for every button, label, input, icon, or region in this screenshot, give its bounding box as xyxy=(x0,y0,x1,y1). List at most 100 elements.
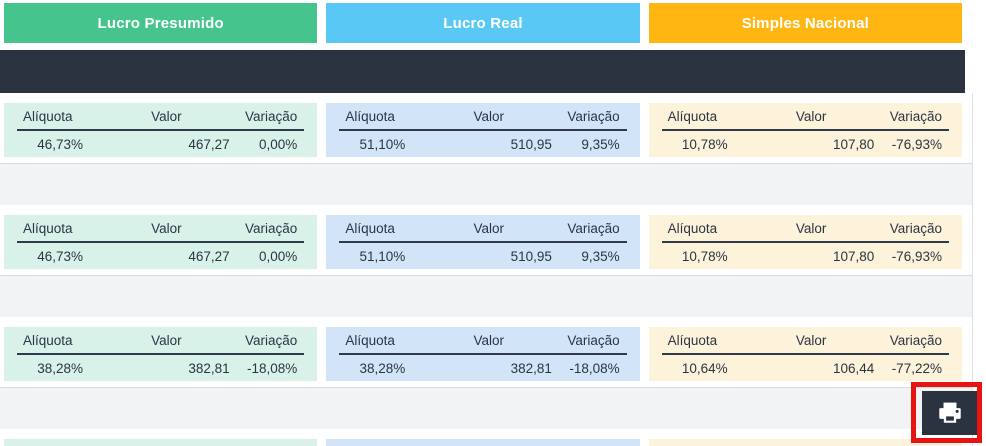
cell-aliquota: 51,10% xyxy=(359,137,406,152)
regime-tab-simples-nacional[interactable]: Simples Nacional xyxy=(648,3,962,43)
mini-table-lucro-real: Alíquota Valor Variação 51,10% 510,95 9,… xyxy=(326,215,640,269)
cell-variacao: -76,93% xyxy=(891,249,942,264)
column-header-valor: Valor xyxy=(795,109,827,124)
cell-variacao: 0,00% xyxy=(259,137,298,152)
cell-variacao: -77,22% xyxy=(891,361,942,376)
column-header-aliquota: Alíquota xyxy=(23,221,73,236)
cell-aliquota: 10,78% xyxy=(681,137,728,152)
mini-table-values: 51,10% 510,95 9,35% xyxy=(339,131,626,152)
mini-table-lucro-presumido: Alíquota Valor Variação 38,28% 382,81 -1… xyxy=(4,327,318,381)
mini-table-values: 10,78% 107,80 -76,93% xyxy=(662,131,949,152)
mini-table-header: Alíquota Valor Variação xyxy=(339,221,627,243)
table-row: Alíquota Valor Variação 46,73% 467,27 0,… xyxy=(4,93,962,163)
mini-table-lucro-presumido: Alíquota Valor Variação 46,73% 467,27 0,… xyxy=(4,103,318,157)
regime-tab-lucro-presumido[interactable]: Lucro Presumido xyxy=(4,3,318,43)
mini-table-header: Alíquota Valor Variação xyxy=(339,109,627,131)
dark-header-bar xyxy=(0,50,965,93)
mini-table-simples-nacional: Alíquota Valor Variação 10,78% 107,80 -7… xyxy=(648,215,962,269)
mini-table-simples-nacional: Alíquota Valor Variação 10,64% 106,44 -7… xyxy=(648,327,962,381)
mini-table-lucro-real xyxy=(326,439,640,446)
mini-table-lucro-real: Alíquota Valor Variação 51,10% 510,95 9,… xyxy=(326,103,640,157)
mini-table-simples-nacional: Alíquota Valor Variação 10,78% 107,80 -7… xyxy=(648,103,962,157)
column-header-variacao: Variação xyxy=(567,109,620,124)
mini-table-values: 10,78% 107,80 -76,93% xyxy=(662,243,949,264)
separator-row xyxy=(0,387,972,429)
printer-icon xyxy=(936,400,964,426)
mini-table-lucro-presumido: Alíquota Valor Variação 46,73% 467,27 0,… xyxy=(4,215,318,269)
cell-valor: 382,81 xyxy=(510,361,552,376)
column-header-aliquota: Alíquota xyxy=(23,109,73,124)
column-header-variacao: Variação xyxy=(245,221,298,236)
cell-aliquota: 38,28% xyxy=(37,361,83,376)
column-header-valor: Valor xyxy=(151,109,182,124)
table-row: Alíquota Valor Variação 38,28% 382,81 -1… xyxy=(4,317,962,387)
mini-table-header: Alíquota Valor Variação xyxy=(17,333,305,355)
mini-table-simples-nacional xyxy=(648,439,962,446)
separator-row xyxy=(0,275,972,317)
column-header-aliquota: Alíquota xyxy=(667,333,718,348)
column-header-aliquota: Alíquota xyxy=(345,333,395,348)
cell-variacao: 0,00% xyxy=(259,249,298,264)
table-row: Alíquota Valor Variação 46,73% 467,27 0,… xyxy=(4,205,962,275)
cell-valor: 510,95 xyxy=(510,249,552,264)
column-header-aliquota: Alíquota xyxy=(667,109,718,124)
cell-valor: 467,27 xyxy=(188,249,230,264)
comparison-table: Alíquota Valor Variação 46,73% 467,27 0,… xyxy=(0,93,973,446)
cell-aliquota: 10,78% xyxy=(681,249,728,264)
column-header-aliquota: Alíquota xyxy=(345,221,395,236)
cell-variacao: -18,08% xyxy=(247,361,298,376)
regime-tab-lucro-real[interactable]: Lucro Real xyxy=(326,3,640,43)
column-header-variacao: Variação xyxy=(567,221,620,236)
cell-aliquota: 38,28% xyxy=(359,361,406,376)
mini-table-header: Alíquota Valor Variação xyxy=(17,221,305,243)
column-header-variacao: Variação xyxy=(245,333,298,348)
column-header-valor: Valor xyxy=(473,221,504,236)
column-header-variacao: Variação xyxy=(889,221,942,236)
mini-table-values: 46,73% 467,27 0,00% xyxy=(17,131,304,152)
cell-variacao: 9,35% xyxy=(581,137,620,152)
column-header-variacao: Variação xyxy=(567,333,620,348)
mini-table-header: Alíquota Valor Variação xyxy=(661,221,949,243)
cell-variacao: -18,08% xyxy=(569,361,620,376)
mini-table-header: Alíquota Valor Variação xyxy=(339,333,627,355)
print-button[interactable] xyxy=(922,391,977,435)
table-row xyxy=(4,429,962,446)
mini-table-header: Alíquota Valor Variação xyxy=(17,109,305,131)
mini-table-values: 38,28% 382,81 -18,08% xyxy=(339,355,626,376)
cell-valor: 510,95 xyxy=(510,137,552,152)
cell-valor: 107,80 xyxy=(832,249,875,264)
mini-table-values: 46,73% 467,27 0,00% xyxy=(17,243,304,264)
column-header-valor: Valor xyxy=(795,221,827,236)
column-header-valor: Valor xyxy=(473,109,504,124)
column-header-valor: Valor xyxy=(151,333,182,348)
cell-aliquota: 51,10% xyxy=(359,249,406,264)
column-header-aliquota: Alíquota xyxy=(23,333,73,348)
column-header-valor: Valor xyxy=(795,333,827,348)
mini-table-header: Alíquota Valor Variação xyxy=(661,109,949,131)
mini-table-lucro-real: Alíquota Valor Variação 38,28% 382,81 -1… xyxy=(326,327,640,381)
regime-header-row: Lucro Presumido Lucro Real Simples Nacio… xyxy=(4,3,962,43)
column-header-variacao: Variação xyxy=(245,109,298,124)
column-header-variacao: Variação xyxy=(889,109,942,124)
cell-valor: 106,44 xyxy=(832,361,875,376)
separator-row xyxy=(0,163,972,205)
column-header-valor: Valor xyxy=(473,333,504,348)
cell-aliquota: 10,64% xyxy=(681,361,728,376)
mini-table-lucro-presumido xyxy=(4,439,318,446)
cell-valor: 467,27 xyxy=(188,137,230,152)
mini-table-values: 51,10% 510,95 9,35% xyxy=(339,243,626,264)
mini-table-header: Alíquota Valor Variação xyxy=(661,333,949,355)
cell-aliquota: 46,73% xyxy=(37,137,83,152)
column-header-aliquota: Alíquota xyxy=(667,221,718,236)
mini-table-values: 10,64% 106,44 -77,22% xyxy=(662,355,949,376)
mini-table-values: 38,28% 382,81 -18,08% xyxy=(17,355,304,376)
column-header-aliquota: Alíquota xyxy=(345,109,395,124)
cell-variacao: -76,93% xyxy=(891,137,942,152)
column-header-variacao: Variação xyxy=(889,333,942,348)
cell-aliquota: 46,73% xyxy=(37,249,83,264)
cell-valor: 382,81 xyxy=(188,361,230,376)
cell-valor: 107,80 xyxy=(832,137,875,152)
column-header-valor: Valor xyxy=(151,221,182,236)
cell-variacao: 9,35% xyxy=(581,249,620,264)
